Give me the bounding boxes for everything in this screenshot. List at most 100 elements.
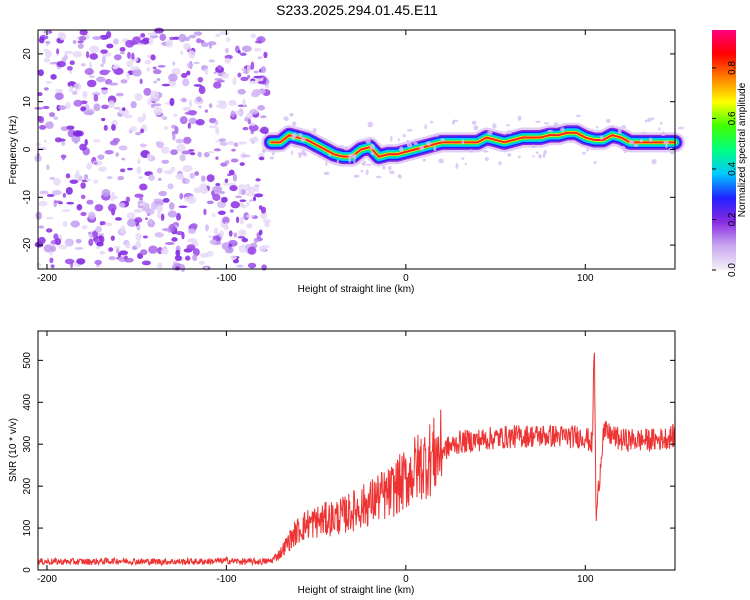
snr-y-label: SNR (10 * v/v) bbox=[8, 418, 19, 482]
spectrogram-noise-blob bbox=[161, 116, 168, 121]
spectrogram-noise-blob bbox=[171, 237, 178, 242]
spectrogram-noise-blob bbox=[162, 198, 170, 203]
snr-x-tick-label: -200 bbox=[37, 574, 57, 585]
spectrogram-noise-blob bbox=[216, 201, 226, 209]
spectrogram-noise-blob bbox=[172, 132, 176, 141]
spectrogram-noise-blob bbox=[179, 192, 184, 200]
spectrogram-noise-blob bbox=[109, 140, 119, 146]
spectrogram-noise-blob bbox=[86, 199, 94, 205]
spectrogram-noise-blob bbox=[164, 242, 175, 245]
spectrogram-noise-blob bbox=[86, 162, 92, 170]
spectrogram-noise-blob bbox=[85, 178, 92, 182]
spectrogram-noise-blob bbox=[154, 27, 164, 34]
spectrogram-noise-blob bbox=[152, 198, 163, 202]
spectrogram-noise-blob bbox=[155, 141, 161, 146]
spectrogram-trace-speck bbox=[575, 114, 582, 117]
spectrogram-noise-blob bbox=[232, 173, 238, 182]
spectrogram-trace-speck bbox=[651, 158, 657, 165]
spectrogram-noise-blob bbox=[56, 48, 60, 55]
spectrogram-noise-blob bbox=[91, 91, 101, 97]
spectrogram-noise-blob bbox=[171, 67, 181, 75]
spectrogram-trace-speck bbox=[507, 152, 512, 157]
spectrogram-trace-speck bbox=[291, 150, 294, 156]
spectrogram-trace-speck bbox=[678, 126, 685, 130]
spectrogram-trace-band bbox=[270, 131, 676, 158]
spectrogram-noise-blob bbox=[257, 56, 263, 60]
spectrogram-noise-blob bbox=[203, 151, 210, 158]
spectrogram-x-label: Height of straight line (km) bbox=[298, 284, 415, 295]
spectrogram-noise-blob bbox=[148, 245, 158, 254]
spectrogram-noise-blob bbox=[88, 75, 95, 78]
spectrogram-noise-blob bbox=[58, 105, 67, 111]
spectrogram-noise-blob bbox=[184, 111, 193, 115]
spectrogram-trace-speck bbox=[390, 135, 393, 142]
spectrogram-trace-speck bbox=[535, 151, 539, 155]
spectrogram-noise-blob bbox=[113, 106, 121, 110]
spectrogram-noise-blob bbox=[152, 66, 157, 70]
spectrogram-trace-speck bbox=[484, 157, 489, 161]
spectrogram-noise-blob bbox=[139, 183, 148, 191]
spectrogram-trace-speck bbox=[633, 143, 639, 148]
spectrogram-noise-blob bbox=[142, 112, 146, 121]
spectrogram-trace-speck bbox=[353, 174, 360, 178]
spectrogram-noise-blob bbox=[228, 101, 237, 106]
spectrogram-trace-speck bbox=[647, 117, 652, 122]
spectrogram-noise-blob bbox=[148, 218, 153, 225]
spectrogram-noise-blob bbox=[182, 78, 190, 87]
spectrogram-noise-blob bbox=[114, 217, 122, 221]
spectrogram-noise-blob bbox=[72, 39, 77, 45]
spectrogram-noise-blob bbox=[247, 118, 252, 125]
spectrogram-noise-blob bbox=[83, 110, 94, 116]
spectrogram-trace-speck bbox=[433, 146, 437, 152]
spectrogram-noise-blob bbox=[101, 55, 106, 65]
spectrogram-noise-blob bbox=[175, 173, 185, 180]
spectrogram-noise-blob bbox=[260, 115, 267, 119]
spectrogram-noise-blob bbox=[181, 178, 190, 185]
spectrogram-noise-blob bbox=[82, 90, 88, 99]
spectrogram-noise-blob bbox=[115, 152, 119, 157]
spectrogram-noise-blob bbox=[168, 202, 175, 210]
spectrogram-noise-blob bbox=[66, 125, 75, 130]
spectrogram-noise-blob bbox=[45, 228, 53, 233]
spectrogram-noise-blob bbox=[172, 61, 176, 66]
spectrogram-noise-blob bbox=[170, 166, 176, 172]
spectrogram-noise-blob bbox=[121, 157, 126, 161]
spectrogram-noise-blob bbox=[182, 106, 192, 112]
spectrogram-noise-blob bbox=[39, 190, 49, 195]
colorbar-ticks: 0.0 0.2 0.4 0.6 0.8 bbox=[712, 61, 738, 277]
spectrogram-noise-blob bbox=[254, 47, 262, 52]
spectrogram-noise-blob bbox=[175, 231, 184, 236]
spectrogram-noise-blob bbox=[120, 168, 126, 173]
spectrogram-noise-blob bbox=[209, 239, 217, 245]
spectrogram-noise-blob bbox=[217, 80, 225, 83]
spectrogram-noise-blob bbox=[50, 264, 55, 269]
spectrogram-trace-speck bbox=[419, 145, 425, 151]
spectrogram-noise-blob bbox=[89, 45, 100, 54]
spectrogram-noise-blob bbox=[233, 142, 239, 147]
spectrogram-trace-speck bbox=[271, 149, 278, 152]
spectrogram-noise-blob bbox=[217, 65, 223, 70]
spectrogram-trace-speck bbox=[471, 120, 477, 125]
spectrogram-noise-blob bbox=[250, 127, 255, 135]
spectrogram-noise-blob bbox=[240, 204, 248, 209]
spectrogram-noise-blob bbox=[125, 242, 131, 249]
spectrogram-trace-speck bbox=[269, 156, 275, 160]
spectrogram-noise-blob bbox=[36, 262, 42, 267]
spectrogram-noise-blob bbox=[229, 209, 234, 213]
spectrogram-noise-blob bbox=[61, 154, 66, 161]
spectrogram-noise-blob bbox=[52, 189, 62, 196]
colorbar-tick-label: 0.2 bbox=[727, 212, 738, 226]
spectrogram-noise-blob bbox=[110, 235, 115, 241]
spectrogram-noise-blob bbox=[238, 187, 242, 196]
spectrogram-trace-speck bbox=[538, 154, 542, 159]
spectrogram-trace-speck bbox=[451, 120, 456, 125]
spectrogram-y-tick-label: -10 bbox=[22, 190, 33, 205]
spectrogram-noise-blob bbox=[113, 67, 124, 75]
spectrogram-x-ticks: -200 -100 0 100 bbox=[37, 30, 594, 284]
spectrogram-noise-blob bbox=[189, 172, 195, 179]
spectrogram-noise-blob bbox=[126, 212, 136, 220]
spectrogram-noise-blob bbox=[218, 138, 226, 142]
spectrogram-noise-blob bbox=[110, 197, 115, 201]
spectrogram-x-tick-label: -100 bbox=[216, 273, 236, 284]
spectrogram-noise-blob bbox=[159, 33, 167, 41]
